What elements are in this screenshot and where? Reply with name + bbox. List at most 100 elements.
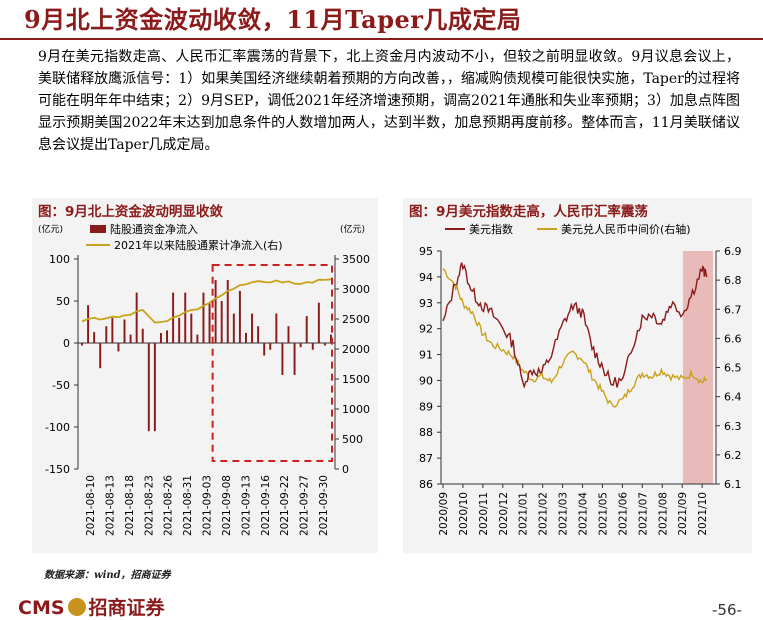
x-tick-label: 2021-09-16 [260, 475, 272, 536]
flow-bar [159, 332, 162, 343]
x-tick-label: 2021/04 [578, 492, 590, 536]
right-tick-label: 6.7 [724, 303, 742, 316]
flow-bar [178, 317, 181, 343]
flow-bar [123, 319, 126, 343]
left-tick-label: 88 [419, 426, 433, 439]
september-dashed-box [211, 264, 333, 462]
x-tick-label: 2021/07 [637, 492, 649, 536]
flow-bar [111, 317, 114, 343]
left-tick-label: 90 [419, 374, 433, 387]
usd-index-line [442, 262, 708, 389]
logo-latin: CMS [18, 597, 65, 619]
left-tick-label: 89 [419, 400, 433, 413]
page-number: -56- [712, 601, 742, 619]
legend-bar-swatch [90, 225, 106, 233]
left-tick-label: -50 [52, 379, 70, 392]
x-tick-label: 2021/08 [657, 492, 669, 536]
right-chart-panel: 图：9月美元指数走高，人民币汇率震荡 美元指数 美元兑人民币中间价(右轴) 95 94… [403, 198, 752, 553]
legend-line-label: 2021年以来陆股通累计净流入(右) [114, 238, 283, 252]
flow-bar [208, 302, 211, 343]
right-tick-label: 3000 [342, 283, 370, 296]
flow-bar [196, 334, 199, 343]
flow-bar [275, 313, 278, 343]
x-tick-label: 2021-08-26 [163, 475, 175, 536]
left-tick-label: 100 [49, 253, 70, 266]
flow-bar [293, 343, 296, 375]
right-tick-label: 500 [342, 433, 363, 446]
flow-bar [317, 302, 320, 343]
left-tick-label: 50 [56, 295, 70, 308]
page-title: 9月北上资金波动收敛，11月Taper几成定局 [24, 5, 522, 34]
right-tick-label: 1500 [342, 373, 370, 386]
right-tick-label: 3500 [342, 253, 370, 266]
flow-bar [141, 328, 144, 343]
x-tick-label: 2021-09-13 [240, 475, 252, 536]
x-tick-label: 2020/10 [458, 492, 470, 536]
left-tick-label: 0 [63, 337, 70, 350]
cny-line [442, 268, 708, 408]
x-tick-label: 2021/02 [538, 492, 550, 536]
right-tick-label: 6.6 [724, 332, 742, 345]
flow-bar [263, 343, 266, 356]
left-tick-label: 94 [419, 271, 433, 284]
right-tick-label: 6.5 [724, 362, 742, 375]
flow-bar [299, 343, 302, 348]
x-tick-label: 2021-08-13 [104, 475, 116, 536]
flow-bar [232, 313, 235, 343]
usd-index-cny-chart: 美元指数 美元兑人民币中间价(右轴) 95 94 93 92 91 90 89 88 87 86 6.9… [419, 222, 742, 536]
flow-bar [238, 290, 241, 343]
flow-bar [153, 343, 156, 432]
x-tick-label: 2021/10 [697, 492, 709, 536]
x-tick-label: 2021-08-18 [124, 475, 136, 536]
x-tick-label: 2021/03 [558, 492, 570, 536]
left-tick-label: 91 [419, 349, 433, 362]
flow-bar [251, 313, 254, 343]
x-tick-label: 2021-08-10 [85, 475, 97, 536]
left-chart-panel: 图：9月北上资金波动明显收敛 (亿元) (亿元) 陆股通资金净流入 2021年以来陆股… [32, 198, 378, 553]
flow-bar [220, 301, 223, 343]
right-chart-title: 图：9月美元指数走高，人民币汇率震荡 [409, 204, 648, 220]
right-tick-label: 6.8 [724, 274, 742, 287]
x-tick-label: 2021-09-08 [221, 475, 233, 536]
flow-bar [287, 326, 290, 343]
left-tick-label: 95 [419, 245, 433, 258]
x-tick-label: 2021-09-03 [202, 475, 214, 536]
flow-bar [93, 332, 96, 343]
right-axis-unit: (亿元) [340, 223, 365, 235]
right-tick-label: 6.1 [724, 478, 742, 491]
left-axis-unit: (亿元) [38, 223, 63, 235]
title-divider [0, 38, 763, 40]
legend-cny-label: 美元兑人民币中间价(右轴) [561, 222, 691, 236]
flow-bar [135, 292, 138, 343]
right-tick-label: 6.4 [724, 391, 742, 404]
flow-bar [245, 332, 247, 343]
flow-bar [257, 326, 260, 343]
right-tick-label: 6.2 [724, 449, 742, 462]
flow-bar [202, 292, 205, 343]
logo-cn: 招商证券 [88, 597, 165, 619]
right-tick-label: 2000 [342, 343, 370, 356]
flow-bar [166, 330, 168, 343]
x-tick-label: 2021-09-27 [299, 475, 311, 536]
legend-usd-label: 美元指数 [469, 222, 513, 236]
flow-bar [281, 343, 284, 375]
cms-logo: CMS 招商证券 [18, 593, 165, 620]
flow-bar [305, 316, 308, 343]
x-tick-label: 2021-08-23 [143, 475, 155, 536]
x-tick-label: 2021-08-31 [182, 475, 194, 536]
flow-bar [117, 343, 120, 352]
flow-bar [184, 292, 187, 343]
left-tick-label: 93 [419, 297, 433, 310]
x-tick-label: 2021/05 [597, 492, 609, 536]
right-tick-label: 2500 [342, 313, 370, 326]
northbound-flow-chart: (亿元) (亿元)陆股通资金净流入2021年以来陆股通累计净流入(右)100500… [38, 222, 370, 536]
flow-bar [311, 343, 314, 350]
flow-bar [105, 326, 108, 343]
flow-bar [87, 305, 90, 343]
summary-paragraph: 9月在美元指数走高、人民币汇率震荡的背景下，北上资金月内波动不小，但较之前明显收… [38, 49, 740, 153]
x-tick-label: 2020/09 [438, 492, 450, 536]
flow-bar [214, 280, 217, 343]
september-highlight-band [682, 251, 713, 484]
flow-bar [81, 343, 83, 346]
right-tick-label: 0 [342, 463, 349, 476]
